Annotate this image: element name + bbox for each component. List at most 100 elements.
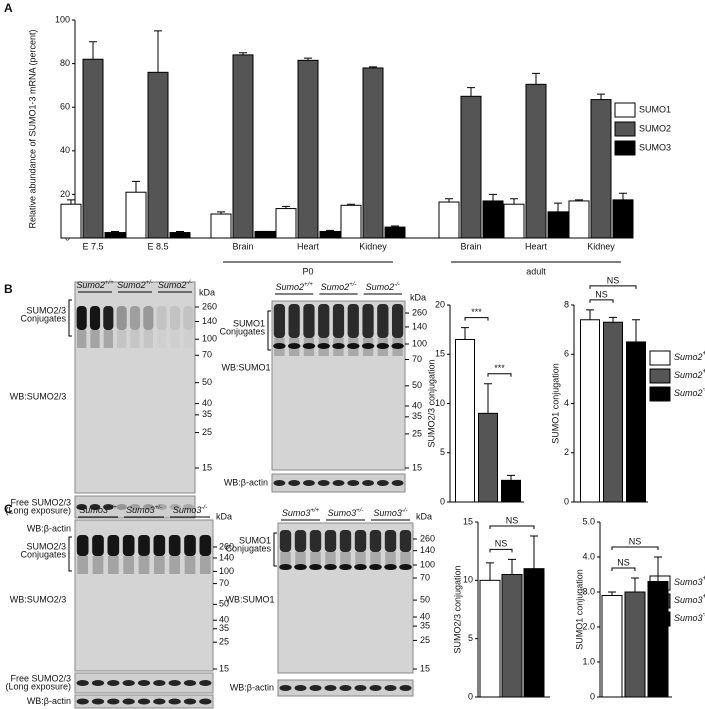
strip-band [76, 680, 89, 686]
marker-label: 100 [219, 566, 234, 576]
blot-tail [157, 330, 166, 348]
genotype-label: Sumo3-/- [373, 507, 407, 518]
bar [478, 412, 498, 503]
significance-label: *** [494, 363, 505, 373]
unit-label: kDa [410, 292, 426, 302]
blot-smear [169, 306, 181, 330]
blot-smear [324, 530, 337, 552]
blot-smear [156, 306, 167, 330]
strip-band [168, 698, 181, 705]
error-bar [67, 199, 75, 205]
gene-name: Sumo3 [674, 613, 703, 623]
bar [568, 200, 590, 239]
error-bar [632, 319, 640, 342]
bar [455, 338, 475, 503]
blot-tail [170, 330, 179, 348]
error-bar [391, 225, 399, 228]
error-bar [347, 203, 355, 206]
genotype: +/- [356, 507, 363, 514]
bar [482, 200, 504, 239]
bar [297, 59, 319, 239]
panel-label: A [4, 1, 13, 15]
strip-band [339, 685, 352, 691]
marker-label: 35 [202, 409, 212, 419]
marker-label: 40 [219, 615, 229, 625]
error-bar [154, 30, 162, 73]
genotype: -/- [201, 504, 207, 511]
strip-band [279, 685, 292, 691]
bar [580, 319, 600, 503]
panel-label: B [4, 282, 13, 296]
y-tick-label: 0 [440, 496, 445, 506]
bar [60, 203, 82, 239]
marker-label: 100 [420, 559, 435, 569]
blot-smear [89, 306, 101, 330]
blot-smear [116, 306, 127, 330]
blot-tail [123, 556, 135, 574]
strip-band [137, 680, 151, 686]
marker-label: 140 [420, 545, 435, 555]
bar [319, 230, 341, 239]
strip-band [332, 480, 345, 486]
bar [612, 199, 634, 239]
bar [590, 99, 612, 239]
strip-band [153, 698, 166, 705]
blot-smear [318, 304, 330, 338]
marker-label: 70 [202, 350, 212, 360]
significance-bracket [489, 525, 535, 529]
blot-tail [184, 556, 196, 574]
blot-tail [400, 552, 411, 570]
marker-label: 25 [219, 637, 229, 647]
y-tick-label: 10 [463, 575, 473, 585]
genotype: -/- [402, 507, 408, 514]
strip-band [122, 680, 135, 686]
strip-band [288, 480, 301, 486]
marker-label: 100 [202, 334, 217, 344]
blot-tail [370, 552, 381, 570]
legend-swatch [649, 368, 671, 384]
strip-band [153, 680, 166, 686]
bracket [68, 536, 72, 572]
genotype-label: Sumo3+/- [674, 591, 705, 605]
y-tick-label: 20 [435, 299, 445, 309]
marker-label: 35 [420, 620, 430, 630]
significance-label: *** [471, 307, 482, 317]
bar [340, 204, 362, 239]
conjugates-label: Conjugates [20, 549, 66, 559]
blot-band [302, 343, 316, 349]
genotype-label: Sumo2+/+ [674, 348, 705, 362]
genotype: +/- [155, 504, 162, 511]
panel-label: C [4, 502, 13, 516]
bar [438, 201, 460, 239]
blot-smear [183, 306, 194, 330]
blot-smear [138, 535, 150, 556]
genotype-label: Sumo2+/- [321, 281, 357, 292]
strip-band [107, 698, 120, 705]
strip-band [376, 480, 389, 486]
bar [501, 479, 521, 503]
blot-band [324, 564, 337, 570]
strip-band [103, 504, 114, 510]
unit-label: kDa [216, 511, 232, 521]
strip-band [294, 685, 307, 691]
significance-label: NS [506, 515, 519, 525]
blot-tail [138, 556, 150, 574]
group-label: adult [526, 266, 546, 276]
genotype-label: Sumo2+/+ [76, 279, 114, 290]
strip-band [143, 504, 154, 510]
strip-band [369, 685, 382, 691]
bar [362, 67, 384, 239]
blot-smear [143, 306, 154, 330]
blot-tail [153, 556, 165, 574]
bar [210, 213, 232, 239]
strip-band [183, 504, 194, 510]
blot-band [369, 564, 382, 570]
significance-bracket [589, 299, 614, 303]
strip-band [91, 680, 105, 686]
error-bar [484, 383, 492, 414]
x-tick-label: E 7.5 [82, 241, 103, 251]
bar [275, 208, 297, 239]
bar [125, 191, 147, 239]
